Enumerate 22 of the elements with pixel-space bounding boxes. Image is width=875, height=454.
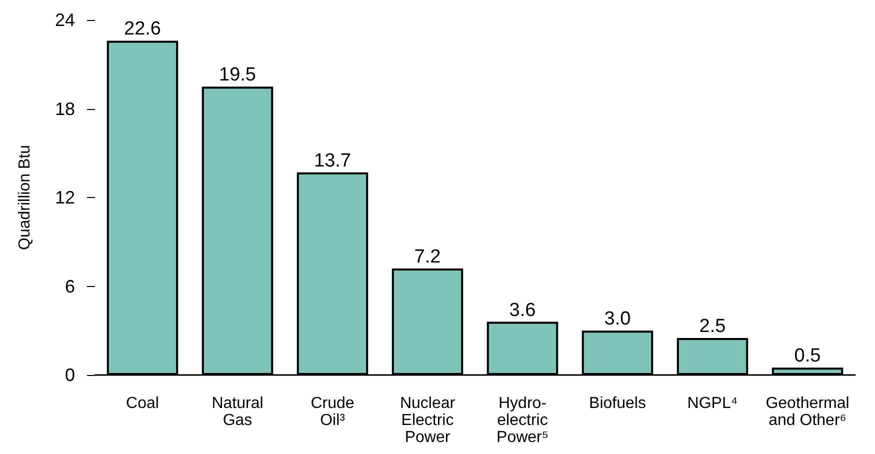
x-tick-label: Natural Gas — [212, 395, 264, 429]
data-label: 2.5 — [699, 316, 726, 338]
data-label: 3.0 — [604, 308, 631, 330]
x-tick-label: Biofuels — [589, 395, 646, 412]
y-tick-label: 18 — [54, 98, 75, 119]
data-label: 22.6 — [124, 18, 161, 40]
x-tick-label: Coal — [126, 395, 159, 412]
data-label: 3.6 — [509, 300, 536, 321]
data-label: 19.5 — [219, 64, 256, 86]
y-tick-label: 24 — [54, 10, 75, 30]
data-label: 13.7 — [314, 150, 351, 172]
x-tick-label: Crude Oil³ — [310, 395, 354, 429]
x-tick-label: Nuclear Electric Power — [400, 395, 456, 446]
x-tick-label: Hydro- electric Power⁵ — [496, 395, 548, 446]
data-label: 7.2 — [414, 246, 441, 268]
y-tick-label: 12 — [54, 188, 75, 208]
x-tick-label: NGPL⁴ — [687, 395, 738, 412]
y-tick-label: 0 — [64, 365, 75, 385]
y-axis-title: Quadrillion Btu — [16, 145, 34, 250]
data-label: 0.5 — [794, 346, 821, 367]
y-tick-label: 6 — [64, 276, 75, 296]
x-tick-label: Geothermal and Other⁶ — [766, 395, 850, 429]
